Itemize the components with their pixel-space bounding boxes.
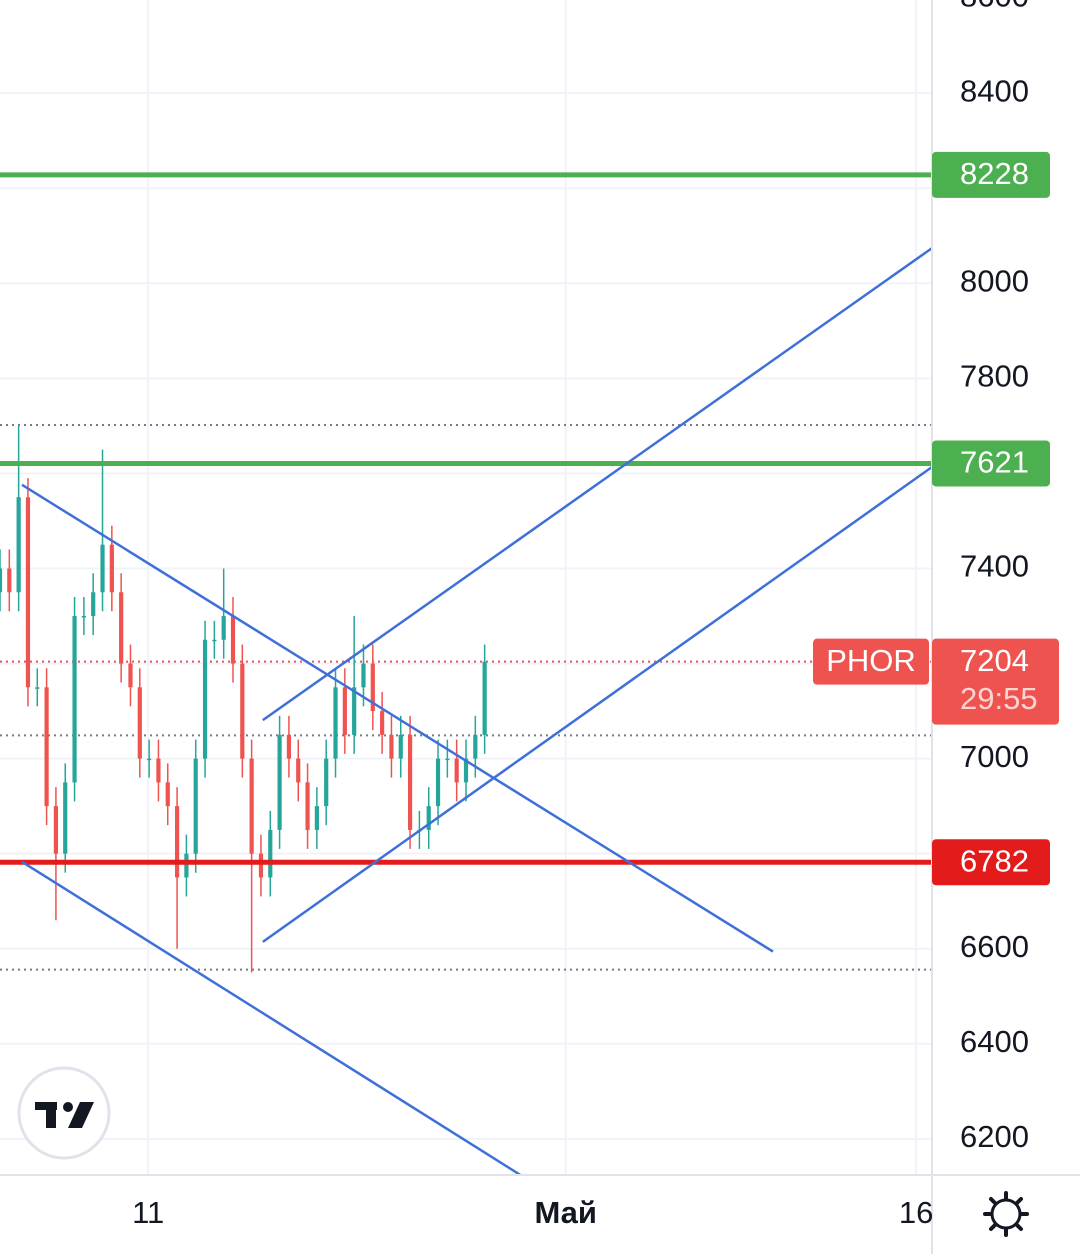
candle-body (184, 853, 189, 878)
candle-body (63, 782, 68, 854)
candle-body (147, 758, 152, 761)
logo[interactable] (17, 1066, 111, 1160)
candle-body (202, 639, 208, 759)
trend-line (21, 483, 774, 953)
price-tag (932, 638, 1059, 725)
candle-body (398, 734, 403, 759)
candle-body (473, 734, 478, 759)
candle-body (221, 616, 226, 640)
candle-body (16, 497, 21, 593)
candle-body (286, 734, 292, 759)
candle-body (361, 663, 366, 688)
candle-body (258, 853, 264, 878)
candle-body (0, 568, 3, 593)
y-tick-label: 7800 (960, 359, 1029, 394)
candle-body (165, 782, 170, 807)
candle-body (342, 687, 347, 735)
candle-body (277, 734, 282, 830)
candle-body (156, 758, 161, 783)
level-tag (932, 151, 1050, 198)
candle-body (193, 758, 198, 854)
candle-body (109, 544, 114, 593)
trend-line (262, 465, 932, 943)
candle-body (240, 663, 245, 759)
y-tick-label: 8000 (960, 263, 1029, 298)
candle-body (435, 758, 441, 807)
candle-body (35, 687, 40, 689)
candle-body (324, 758, 329, 807)
candle-body (81, 616, 86, 618)
candle-body (305, 782, 310, 830)
candle-body (91, 592, 96, 617)
candle-body (296, 758, 301, 783)
candle-body (100, 544, 105, 593)
candle-body (407, 734, 413, 830)
axis: 6200640066006800700072007400760078008000… (132, 0, 1029, 1230)
candle-body (389, 734, 394, 759)
settings-button[interactable] (983, 1191, 1029, 1237)
trend-line (262, 247, 932, 722)
candle-body (72, 616, 77, 783)
candle-body (128, 663, 133, 688)
candle-body (7, 568, 12, 593)
candle-body (119, 592, 124, 664)
candle-body (333, 687, 338, 759)
y-tick-label: 8600 (960, 0, 1029, 13)
ticker-label: PHOR (826, 643, 916, 678)
candle-body (174, 806, 180, 878)
x-tick-label: Май (534, 1195, 597, 1230)
x-tick-label: 16 (899, 1195, 933, 1230)
candle-body (137, 687, 142, 759)
level-label: 7621 (960, 445, 1029, 480)
candle-body (53, 806, 59, 854)
candle-body (268, 829, 273, 878)
candle-body (44, 687, 49, 807)
candle-body (249, 758, 254, 854)
candle-body (25, 497, 31, 688)
y-tick-label: 6400 (960, 1024, 1029, 1059)
level-tag (932, 440, 1050, 487)
candle-body (230, 616, 236, 664)
level-label: 8228 (960, 156, 1029, 191)
candle-body (482, 661, 487, 735)
candle-body (352, 687, 357, 735)
plot-area (0, 172, 932, 1175)
last-price: 7204 (960, 643, 1029, 678)
candle-body (212, 639, 217, 642)
level-tag (932, 839, 1050, 886)
candle-body (370, 663, 375, 712)
x-tick-label: 11 (132, 1195, 164, 1230)
countdown: 29:55 (960, 681, 1038, 716)
candle-body (380, 711, 385, 735)
trend-line (21, 860, 521, 1175)
candle-body (314, 806, 319, 830)
y-tick-label: 8400 (960, 73, 1029, 108)
ticker-tag (813, 638, 929, 685)
candle-body (426, 806, 431, 830)
y-tick-label: 7400 (960, 549, 1029, 584)
y-tick-label: 7000 (960, 739, 1029, 774)
y-tick-label: 6200 (960, 1119, 1029, 1154)
candle-body (454, 758, 459, 783)
candle-body (445, 758, 450, 761)
candle-body (463, 758, 469, 783)
y-tick-label: 6600 (960, 929, 1029, 964)
level-label: 6782 (960, 843, 1029, 878)
